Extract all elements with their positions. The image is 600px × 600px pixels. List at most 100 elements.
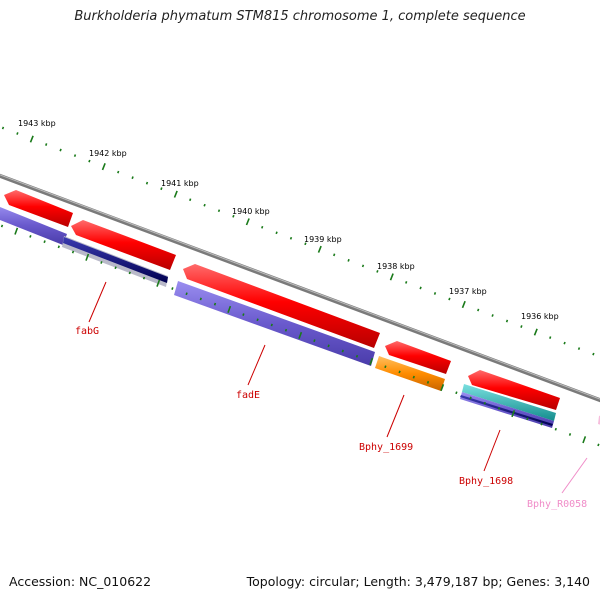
outer-minor-tick	[563, 341, 566, 345]
inner-minor-tick	[142, 276, 146, 280]
outer-minor-tick	[1, 126, 5, 130]
gene-arrow-forward-5[interactable]	[468, 370, 560, 410]
outer-minor-tick	[203, 203, 206, 207]
inner-minor-tick	[100, 261, 103, 264]
tick-label-1937: 1937 kbp	[449, 287, 487, 296]
gene-arrow-forward-3[interactable]	[183, 264, 380, 348]
inner-minor-tick	[355, 354, 359, 358]
inner-major-tick	[14, 227, 19, 235]
inner-minor-tick	[256, 318, 259, 322]
outer-minor-tick	[160, 187, 163, 191]
outer-minor-tick	[333, 253, 336, 257]
gene-labels: fabG fadE Bphy_1699 Bphy_1698 Bphy_R0058	[75, 326, 587, 510]
inner-minor-tick	[185, 292, 188, 296]
outer-major-tick	[533, 328, 538, 336]
outer-major-tick	[101, 163, 106, 171]
inner-minor-tick	[384, 365, 387, 369]
outer-minor-tick	[217, 209, 221, 213]
gene-bar-reverse-4-core[interactable]	[460, 395, 553, 426]
inner-minor-tick	[597, 443, 600, 447]
outer-minor-tick	[117, 170, 120, 174]
gene-bar-reverse-3[interactable]	[174, 281, 375, 366]
outer-minor-tick	[304, 242, 307, 246]
inner-major-tick	[156, 279, 161, 287]
gene-label-Bphy_R0058[interactable]: Bphy_R0058	[527, 499, 587, 510]
gene-arrow-forward-4[interactable]	[385, 341, 451, 374]
gene-label-Bphy_1698[interactable]: Bphy_1698	[459, 476, 513, 487]
outer-minor-tick	[376, 270, 379, 273]
inner-minor-tick	[327, 344, 330, 348]
gene-arrow-forward-1[interactable]	[4, 190, 73, 227]
inner-minor-tick	[469, 396, 472, 400]
tick-label-1936: 1936 kbp	[521, 312, 559, 321]
inner-minor-tick	[213, 302, 217, 306]
tick-label-1942: 1942 kbp	[89, 149, 127, 158]
inner-major-tick	[440, 384, 445, 392]
inner-tick-ruler	[0, 224, 600, 447]
outer-minor-tick	[419, 286, 422, 290]
connector-Bphy_1698	[483, 429, 501, 472]
outer-minor-tick	[289, 236, 293, 240]
tick-label-1943: 1943 kbp	[18, 119, 56, 128]
inner-minor-tick	[284, 328, 288, 332]
gene-bar-reverse-1[interactable]	[0, 205, 67, 245]
outer-major-tick	[245, 218, 250, 226]
outer-minor-tick	[45, 143, 48, 146]
outer-minor-tick	[577, 347, 581, 350]
outer-minor-tick	[88, 159, 91, 163]
gene-bar-cyan[interactable]	[462, 384, 556, 421]
outer-minor-tick	[347, 258, 350, 262]
inner-minor-tick	[242, 313, 245, 316]
gene-label-fabG[interactable]: fabG	[75, 326, 99, 337]
tick-label-1940: 1940 kbp	[232, 207, 270, 216]
gene-label-fadE[interactable]: fadE	[236, 390, 260, 401]
outer-minor-tick	[16, 132, 19, 135]
inner-minor-tick	[0, 224, 4, 228]
inner-minor-tick	[114, 266, 117, 270]
forward-strand-features	[4, 190, 560, 410]
outer-minor-tick	[477, 308, 480, 312]
label-connectors	[88, 281, 588, 494]
inner-minor-tick	[43, 240, 46, 244]
outer-major-tick	[173, 190, 178, 198]
inner-minor-tick	[526, 417, 529, 421]
outer-minor-tick	[232, 214, 235, 218]
inner-major-tick	[582, 436, 587, 444]
backbone-highlight	[0, 174, 600, 400]
inner-minor-tick	[554, 427, 557, 431]
outer-tick-ruler	[1, 126, 595, 356]
outer-minor-tick	[189, 198, 192, 202]
inner-minor-tick	[128, 271, 131, 275]
tick-label-1938: 1938 kbp	[377, 262, 415, 271]
tick-label-1939: 1939 kbp	[304, 235, 342, 244]
connector-Bphy_R0058	[561, 457, 588, 494]
accession-text: Accession: NC_010622	[9, 574, 152, 589]
inner-major-tick	[369, 357, 374, 366]
inner-major-tick	[511, 410, 516, 418]
inner-major-tick	[298, 331, 303, 339]
inner-minor-tick	[313, 339, 316, 343]
inner-minor-tick	[57, 245, 60, 249]
gene-label-Bphy_1699[interactable]: Bphy_1699	[359, 442, 413, 453]
connector-fadE	[247, 344, 266, 386]
outer-major-tick	[317, 245, 322, 253]
connector-Bphy_1699	[386, 394, 405, 438]
outer-minor-tick	[275, 231, 278, 235]
outer-minor-tick	[261, 225, 264, 229]
inner-minor-tick	[199, 297, 202, 301]
axis-labels: 1943 kbp 1942 kbp 1941 kbp 1940 kbp 1939…	[18, 119, 559, 321]
outer-minor-tick	[549, 336, 552, 339]
outer-minor-tick	[448, 297, 451, 301]
outer-minor-tick	[433, 292, 437, 295]
inner-minor-tick	[398, 370, 401, 374]
inner-major-tick	[85, 253, 90, 261]
gene-arrow-forward-2[interactable]	[71, 220, 176, 270]
inner-minor-tick	[412, 375, 415, 379]
inner-minor-tick	[71, 250, 75, 254]
connector-fabG	[88, 281, 107, 323]
inner-minor-tick	[483, 401, 486, 405]
outer-minor-tick	[520, 325, 523, 328]
inner-minor-tick	[171, 287, 174, 290]
gene-bar-reverse-2-core[interactable]	[63, 237, 168, 283]
